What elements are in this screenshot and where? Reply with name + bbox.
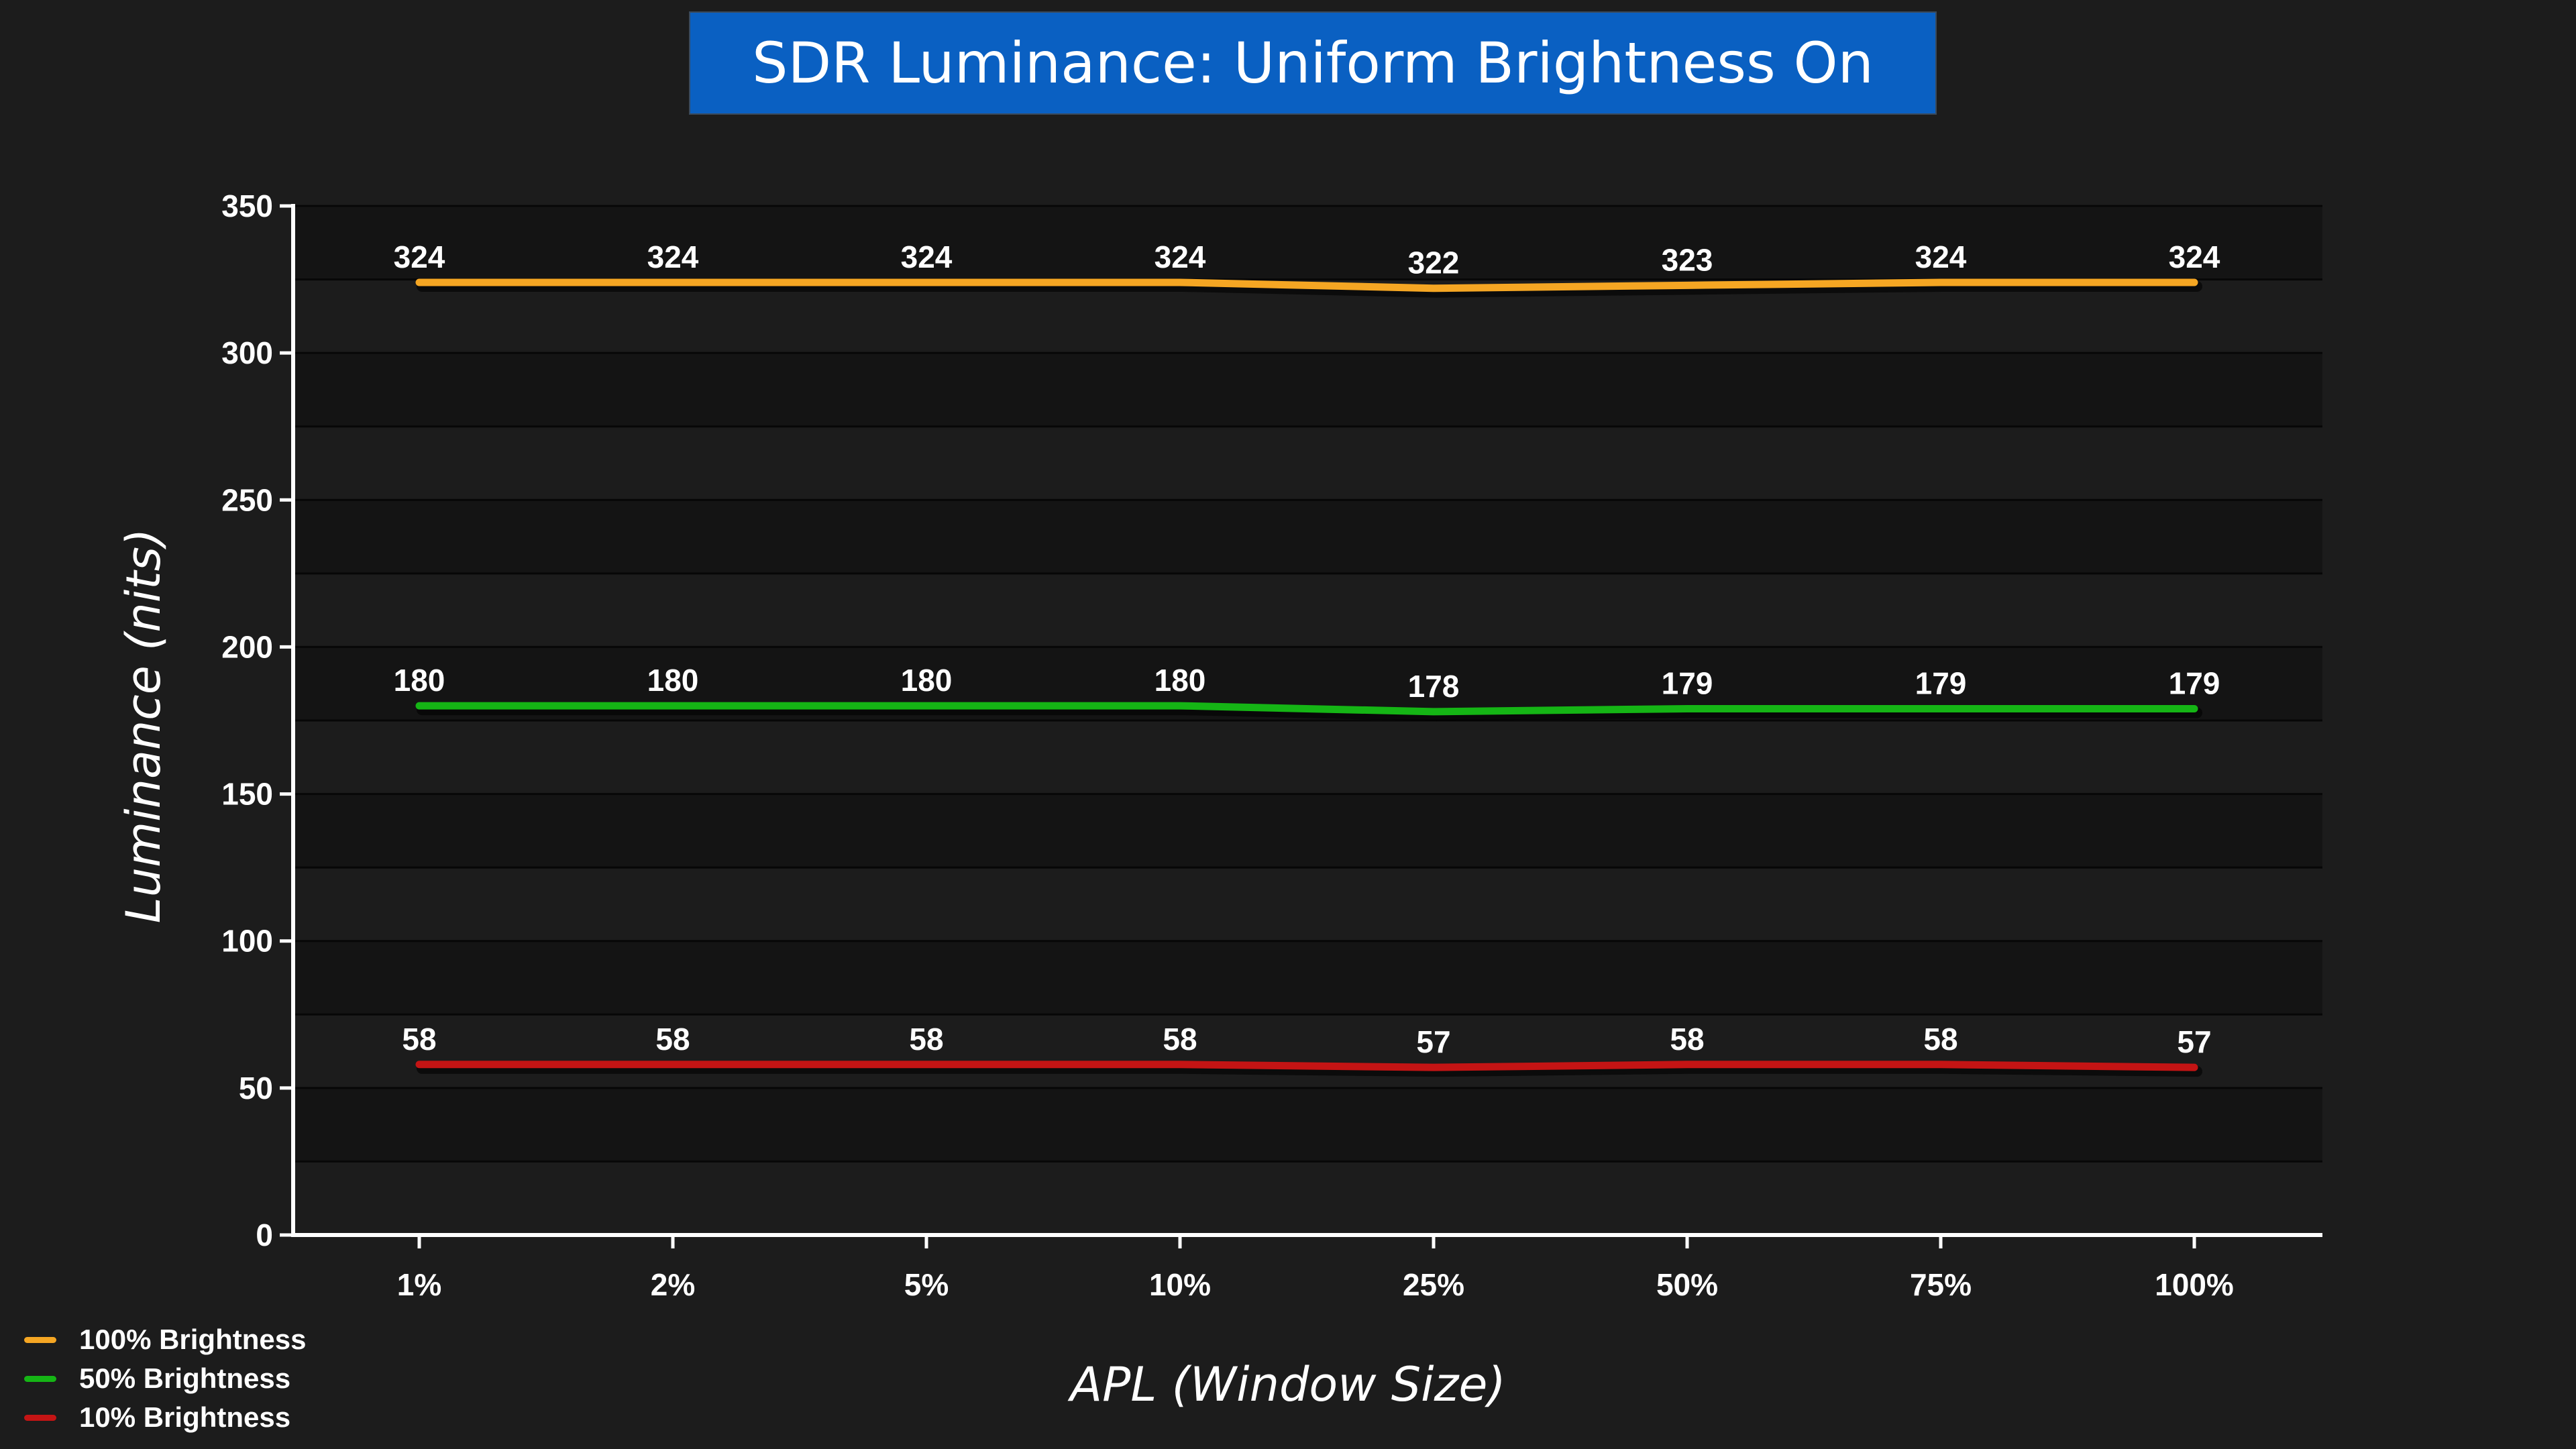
grid-bands <box>293 206 2322 1235</box>
series-line-shadow <box>417 1063 2202 1077</box>
data-label: 180 <box>901 663 953 698</box>
legend: 100% Brightness 50% Brightness 10% Brightn… <box>24 1320 306 1437</box>
data-label: 179 <box>2169 665 2220 700</box>
legend-swatch <box>24 1375 56 1382</box>
data-label: 180 <box>394 663 445 698</box>
grid-band <box>293 426 2322 500</box>
data-label: 180 <box>1155 663 1206 698</box>
data-label: 178 <box>1408 669 1460 704</box>
legend-swatch <box>24 1414 56 1421</box>
data-label: 58 <box>655 1022 690 1057</box>
x-tick-label: 100% <box>2155 1267 2234 1302</box>
y-tick-label: 200 <box>221 629 273 664</box>
series-line <box>415 702 2198 716</box>
x-tick-label: 25% <box>1403 1267 1464 1302</box>
data-label: 324 <box>1155 239 1206 274</box>
data-label: 58 <box>1163 1022 1197 1057</box>
series-lines <box>415 278 2202 1077</box>
axes <box>280 204 2322 1248</box>
legend-swatch <box>24 1336 56 1343</box>
data-label: 322 <box>1408 246 1460 280</box>
data-label: 179 <box>1662 665 1713 700</box>
data-label: 324 <box>2169 239 2220 274</box>
data-label: 58 <box>909 1022 943 1057</box>
y-tick-label: 100 <box>221 924 273 959</box>
y-tick-label: 0 <box>256 1218 273 1252</box>
grid-band <box>293 720 2322 794</box>
series-line-shadow <box>417 704 2202 721</box>
legend-label: 10% Brightness <box>79 1401 291 1433</box>
grid-band <box>293 573 2322 647</box>
legend-item: 50% Brightness <box>24 1359 306 1398</box>
y-tick-label: 50 <box>239 1071 273 1106</box>
grid-band <box>293 1087 2322 1162</box>
grid-band <box>293 500 2322 574</box>
data-label: 58 <box>1670 1022 1704 1057</box>
y-tick-label: 350 <box>221 189 273 223</box>
y-tick-label: 250 <box>221 482 273 517</box>
data-label: 58 <box>1923 1022 1957 1057</box>
legend-item: 10% Brightness <box>24 1398 306 1437</box>
x-axis-title: APL (Window Size) <box>1067 1357 1505 1412</box>
data-label: 323 <box>1662 242 1713 277</box>
chart-title: SDR Luminance: Uniform Brightness On <box>752 30 1874 96</box>
x-tick-label: 2% <box>651 1267 695 1302</box>
data-label: 324 <box>1915 239 1967 274</box>
data-label: 324 <box>647 239 699 274</box>
data-label: 57 <box>1416 1024 1450 1059</box>
grid-band <box>293 867 2322 941</box>
chart-title-box: SDR Luminance: Uniform Brightness On <box>689 11 1937 115</box>
legend-label: 50% Brightness <box>79 1362 291 1394</box>
x-tick-label: 10% <box>1149 1267 1211 1302</box>
x-tick-label: 1% <box>397 1267 441 1302</box>
series-line <box>415 278 2198 292</box>
grid-band <box>293 1161 2322 1235</box>
x-tick-labels: 1% 2% 5% 10% 25% 50% 75% 100% <box>397 1267 2234 1302</box>
y-tick-label: 300 <box>221 335 273 370</box>
y-axis-title: Luminance (nits) <box>116 529 171 924</box>
data-label: 180 <box>647 663 699 698</box>
grid-band <box>293 206 2322 280</box>
grid-band <box>293 1014 2322 1088</box>
legend-item: 100% Brightness <box>24 1320 306 1359</box>
y-tick-label: 150 <box>221 777 273 812</box>
grid-band <box>293 794 2322 868</box>
data-label: 324 <box>901 239 953 274</box>
data-label: 179 <box>1915 665 1967 700</box>
y-tick-labels: 0 50 100 150 200 250 300 350 <box>221 189 273 1252</box>
legend-label: 100% Brightness <box>79 1324 307 1355</box>
series-line <box>415 1061 2198 1071</box>
data-label: 58 <box>402 1022 436 1057</box>
x-tick-label: 75% <box>1910 1267 1972 1302</box>
grid-band <box>293 353 2322 427</box>
grid-lines <box>293 205 2322 1163</box>
x-tick-label: 5% <box>904 1267 949 1302</box>
x-tick-label: 50% <box>1656 1267 1718 1302</box>
grid-band <box>293 941 2322 1015</box>
data-labels: 324 324 324 324 322 323 324 324 180 180 180 180 178 1… <box>394 239 2220 1059</box>
series-line-shadow <box>417 280 2202 298</box>
data-label: 324 <box>394 239 445 274</box>
data-label: 57 <box>2177 1024 2211 1059</box>
